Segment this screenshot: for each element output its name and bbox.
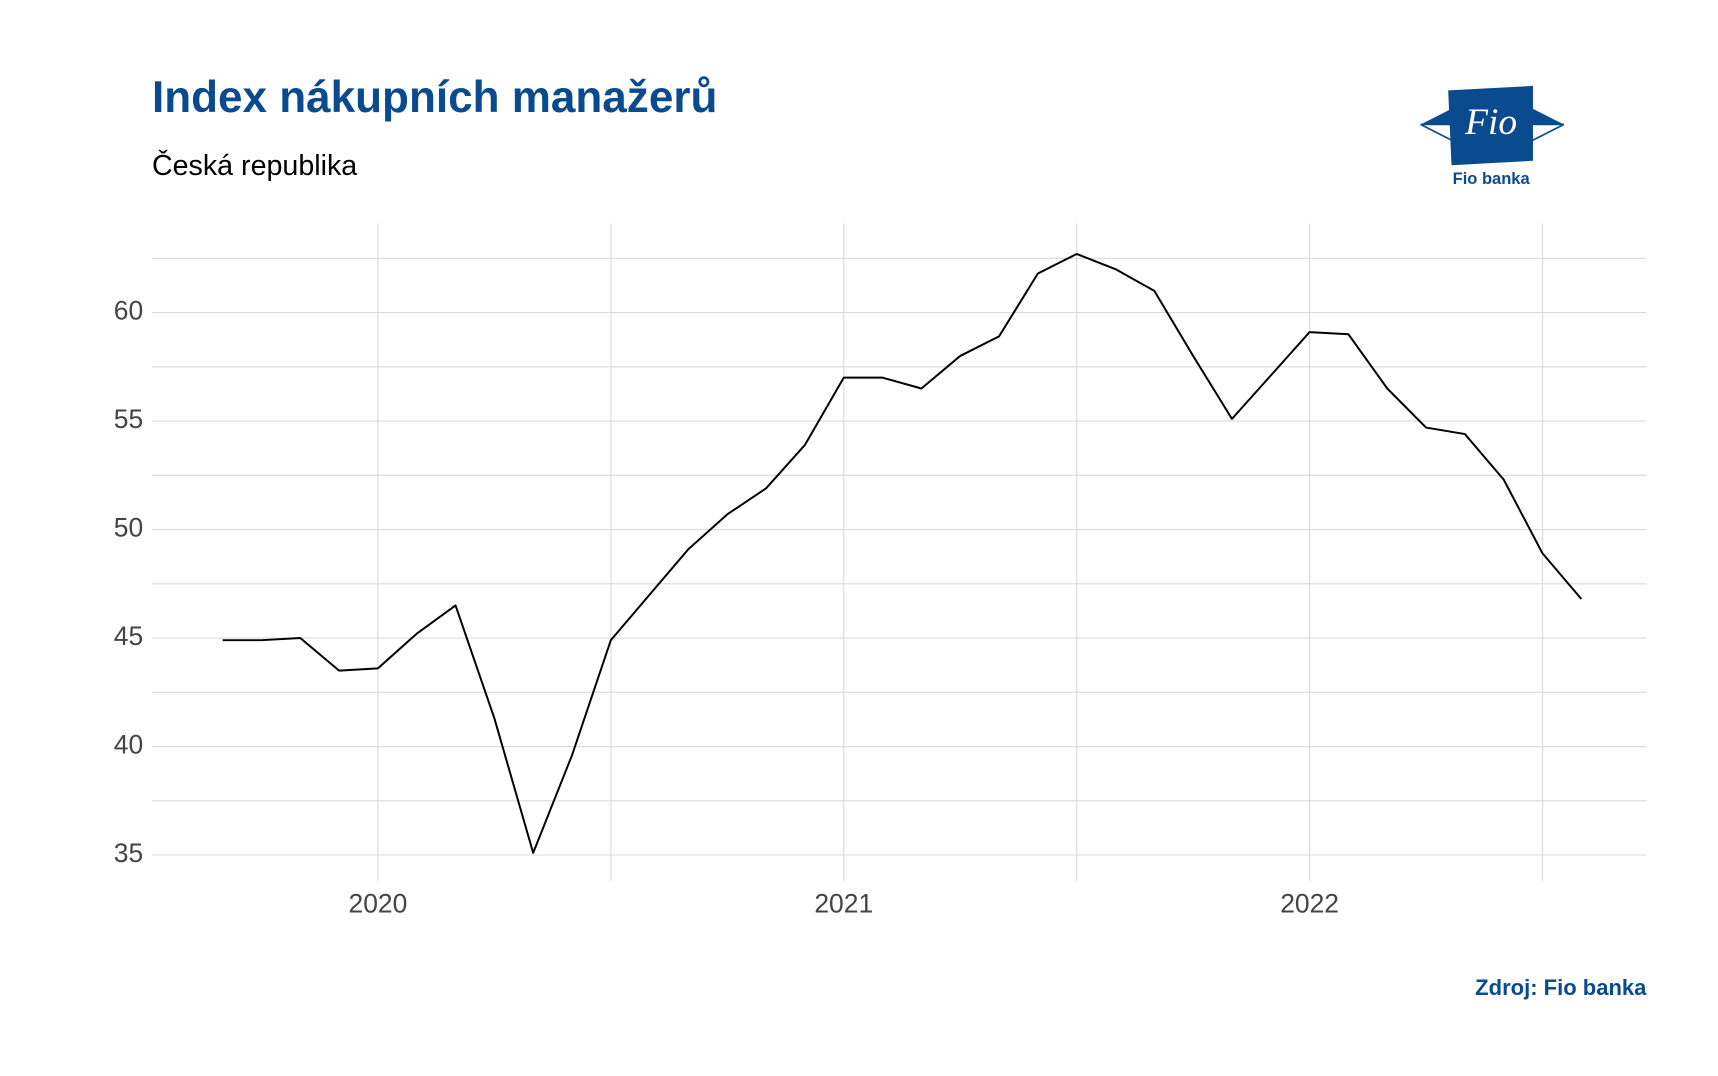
logo-mark: Fio xyxy=(1464,102,1517,143)
chart-subtitle: Česká republika xyxy=(152,148,357,182)
y-tick-label: 60 xyxy=(114,296,143,326)
x-tick-label: 2022 xyxy=(1280,888,1339,918)
data-line xyxy=(222,252,1583,854)
y-tick-label: 35 xyxy=(114,838,143,868)
x-tick-label: 2021 xyxy=(814,888,873,918)
y-tick-label: 55 xyxy=(114,404,143,434)
logo-shape xyxy=(1448,85,1533,166)
chart-title: Index nákupních manažerů xyxy=(152,73,717,122)
y-tick-label: 40 xyxy=(114,730,143,760)
logo-name: Fio banka xyxy=(1453,170,1531,188)
logo: Fio Fio banka xyxy=(1420,85,1565,188)
y-tick-label: 50 xyxy=(114,513,143,543)
source: Zdroj: Fio banka xyxy=(1475,975,1647,1000)
y-tick-label: 45 xyxy=(114,621,143,651)
x-tick-label: 2020 xyxy=(349,888,408,918)
